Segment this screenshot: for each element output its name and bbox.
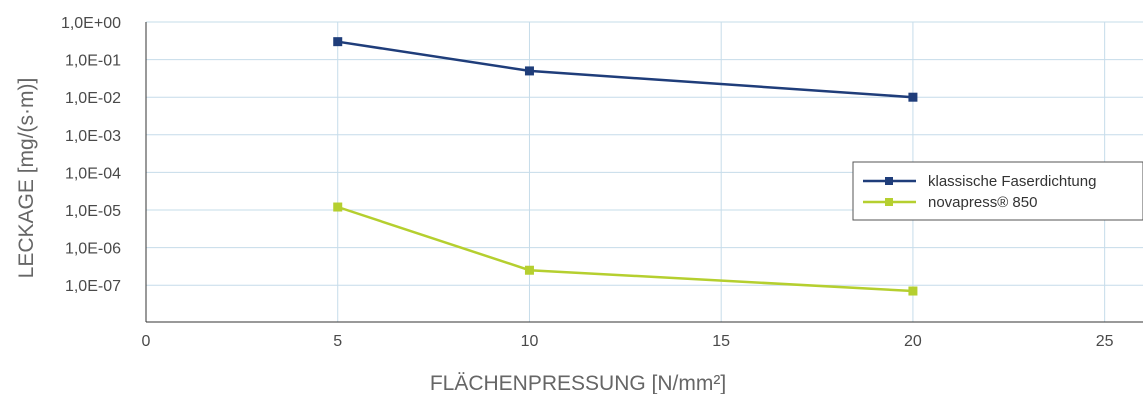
legend-items: klassische Faserdichtung novapress® 850	[863, 173, 1096, 211]
y-tick-label: 1,0E-02	[65, 90, 121, 107]
series-layer	[333, 37, 918, 296]
y-tick-label: 1,0E-06	[65, 241, 121, 258]
y-tick-labels: 1,0E+00 1,0E-01 1,0E-02 1,0E-03 1,0E-04 1,0E-…	[61, 15, 121, 295]
y-tick-label: 1,0E-03	[65, 128, 121, 145]
legend-label: klassische Faserdichtung	[928, 173, 1096, 190]
x-tick-labels: 0 5 10 15 20 25	[142, 333, 1114, 350]
legend-swatch-marker	[885, 198, 893, 206]
data-point	[333, 37, 343, 47]
x-axis-title: FLÄCHENPRESSUNG [N/mm²]	[430, 372, 726, 394]
data-point	[908, 92, 918, 102]
y-tick-label: 1,0E-04	[65, 165, 121, 182]
legend-box	[852, 161, 1143, 221]
legend-item: novapress® 850	[863, 194, 1037, 211]
series	[333, 37, 918, 102]
legend-item: klassische Faserdichtung	[863, 173, 1096, 190]
series-line	[337, 205, 913, 293]
series	[333, 202, 918, 296]
data-point	[524, 66, 534, 76]
data-point	[908, 286, 918, 296]
legend-label: novapress® 850	[928, 194, 1037, 211]
y-tick-label: 1,0E-05	[65, 203, 121, 220]
axes	[145, 22, 1143, 323]
data-point	[524, 265, 534, 275]
x-tick-label: 5	[333, 333, 342, 350]
legend-swatch-marker	[885, 177, 893, 185]
y-axis-title: LECKAGE [mg/(s·m)]	[15, 78, 38, 279]
series-line	[337, 40, 913, 99]
x-tick-label: 15	[712, 333, 730, 350]
y-tick-label: 1,0E-01	[65, 53, 121, 70]
legend: klassische Faserdichtung novapress® 850	[852, 161, 1143, 221]
y-tick-label: 1,0E-07	[65, 278, 121, 295]
x-tick-label: 20	[904, 333, 922, 350]
y-tick-label: 1,0E+00	[61, 15, 121, 32]
x-tick-label: 25	[1096, 333, 1114, 350]
x-tick-label: 0	[142, 333, 151, 350]
x-tick-label: 10	[521, 333, 539, 350]
data-point	[333, 202, 343, 212]
